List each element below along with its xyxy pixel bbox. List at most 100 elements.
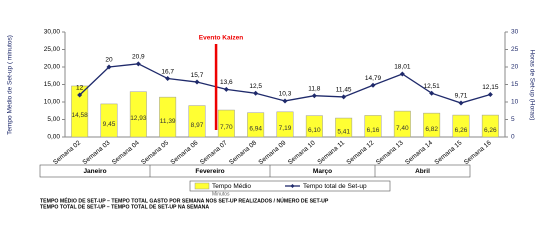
x-tick-label: Semana 02 [52, 139, 82, 166]
line-value-label: 14,79 [365, 75, 382, 82]
month-row [39, 164, 471, 178]
line-value-label: 20 [105, 57, 113, 64]
bar [159, 96, 177, 138]
y2-tick-label: 5 [511, 116, 515, 123]
footnote: TEMPO MÉDIO DE SET-UP – TEMPO TOTAL GAST… [40, 196, 329, 204]
line-marker [429, 90, 435, 96]
bar [364, 115, 382, 138]
y-tick-label: 0,00 [47, 134, 60, 141]
line-marker [399, 71, 405, 77]
y-tick-label: 15,00 [44, 81, 61, 88]
line-marker [77, 92, 83, 98]
bar [188, 105, 206, 138]
bar-value-label: 6,16 [367, 127, 380, 134]
x-tick-label: Semana 06 [169, 139, 199, 166]
legend-label: Tempo total de Set-up [303, 183, 367, 190]
line-value-label: 13,6 [220, 79, 233, 86]
bar [452, 114, 470, 138]
bar [217, 109, 235, 138]
bar-value-label: 7,19 [279, 125, 292, 132]
bar-value-label: 6,26 [484, 127, 497, 134]
line-value-label: 16,7 [161, 68, 174, 75]
x-tick-label: Semana 11 [316, 139, 346, 166]
y2-tick-label: 30 [511, 29, 519, 36]
x-tick-label: Semana 04 [111, 139, 141, 166]
bar-value-label: 6,94 [249, 126, 262, 133]
line-marker [370, 82, 376, 88]
annotation: Evento Kaizen [199, 35, 243, 42]
line-marker [135, 61, 141, 67]
bar [247, 112, 265, 138]
y2-tick-label: 20 [511, 64, 519, 71]
y-tick-label: 25,00 [44, 46, 61, 53]
y-tick-label: 5,00 [47, 116, 60, 123]
x-tick-label: Semana 05 [140, 139, 170, 166]
month-label: Abril [415, 168, 430, 175]
y2-tick-label: 25 [511, 46, 519, 53]
y-axis-label: Tempo Médio de Set-up ( minutos) [7, 35, 14, 135]
bar [335, 117, 353, 138]
month-label: Janeiro [83, 168, 106, 175]
bar-value-label: 6,82 [425, 126, 438, 133]
x-tick-label: Semana 15 [433, 139, 463, 166]
bar [129, 91, 147, 138]
x-tick-label: Semana 03 [81, 139, 111, 166]
bar-value-label: 7,40 [396, 125, 409, 132]
line-marker [311, 93, 317, 99]
bar-value-label: 6,26 [455, 127, 468, 134]
bar-value-label: 8,97 [191, 122, 204, 129]
line-value-label: 9,71 [455, 93, 468, 100]
x-tick-label: Semana 12 [345, 139, 375, 166]
bar-value-label: 5,41 [337, 128, 350, 135]
line-value-label: 11,8 [308, 85, 321, 92]
line-value-label: 20,9 [132, 54, 145, 61]
y2-tick-label: 0 [511, 134, 515, 141]
x-tick-label: Semana 10 [287, 139, 317, 166]
y-tick-label: 10,00 [44, 99, 61, 106]
bar-value-label: 11,39 [160, 118, 176, 125]
line-marker [487, 91, 493, 97]
line-marker [165, 76, 171, 82]
line-value-label: 12,15 [482, 84, 499, 91]
y-tick-label: 30,00 [44, 29, 61, 36]
line-value-label: 11,45 [336, 87, 352, 94]
y-tick-label: 20,00 [44, 64, 61, 71]
legend-note: Minutos [212, 191, 230, 197]
x-tick-label: Semana 13 [375, 139, 405, 166]
line-value-label: 12,5 [249, 83, 262, 90]
legend-marker [290, 184, 295, 188]
bar [276, 111, 294, 138]
line-marker [253, 90, 259, 96]
bar-value-label: 12,93 [130, 115, 147, 122]
line-value-label: 12,51 [424, 83, 441, 90]
y2-tick-label: 10 [511, 99, 519, 106]
line-value-label: 18,01 [394, 64, 411, 71]
legend-swatch [194, 182, 210, 190]
line-marker [223, 86, 229, 92]
bar [423, 112, 441, 138]
line-marker [458, 100, 464, 106]
y2-axis-label: Horas de Set-up (Horas) [528, 50, 535, 121]
x-tick-label: Semana 08 [228, 139, 258, 166]
bar [71, 85, 89, 138]
month-label: Março [313, 168, 332, 175]
bar [305, 115, 323, 138]
month-label: Fevereiro [195, 168, 224, 175]
bar [393, 110, 411, 138]
x-tick-label: Semana 14 [404, 139, 434, 166]
x-tick-label: Semana 07 [199, 139, 229, 166]
bar-value-label: 6,10 [308, 127, 321, 134]
legend-label: Tempo Médio [212, 183, 251, 190]
footnote: TEMPO TOTAL DE SET-UP – TEMPO TOTAL DE S… [40, 204, 209, 210]
x-tick-label: Semana 09 [257, 139, 287, 166]
line-marker [106, 64, 112, 70]
line-value-label: 15,7 [191, 72, 204, 79]
line-marker [282, 98, 288, 104]
y2-tick-label: 15 [511, 81, 519, 88]
bar-value-label: 7,70 [220, 124, 233, 131]
bar [481, 114, 499, 138]
line-marker [341, 94, 347, 100]
line-value-label: 12 [76, 85, 84, 92]
line-marker [194, 79, 200, 85]
